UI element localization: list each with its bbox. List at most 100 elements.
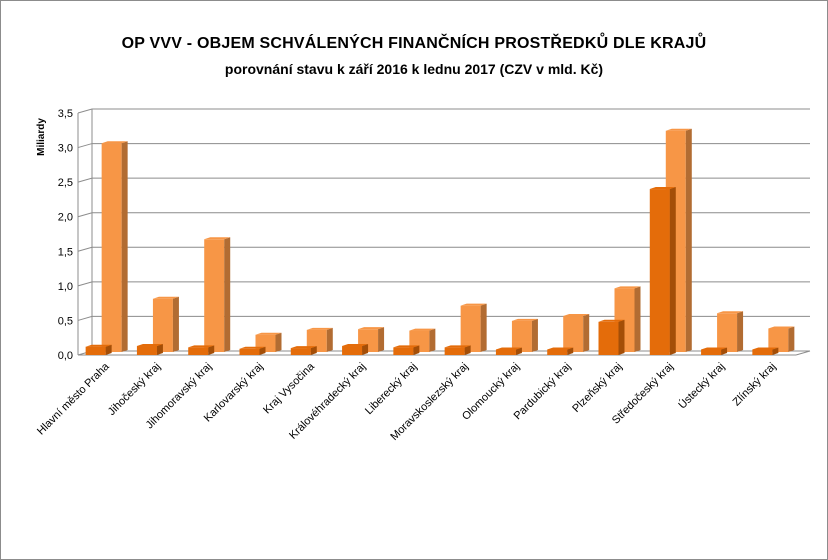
bar-top (342, 344, 369, 347)
bar-front (239, 348, 260, 355)
bar-side (737, 311, 744, 352)
bar-top (393, 345, 420, 348)
bar-front (188, 347, 209, 355)
bar-side (669, 187, 676, 355)
x-tick-label: Hlavní město Praha (35, 360, 112, 437)
bar-top (768, 326, 795, 329)
bar-top (614, 286, 641, 289)
bar-front (563, 316, 584, 352)
x-tick-label: Ústecký kraj (676, 360, 728, 412)
x-tick-label: Jihočeský kraj (106, 361, 163, 418)
gridline (77, 177, 810, 183)
bar-top (358, 327, 385, 330)
bar-top (717, 311, 744, 314)
x-tick-label: Liberecký kraj (363, 361, 419, 417)
bar-side (121, 141, 128, 352)
bar-top (101, 141, 128, 144)
y-tick-label: 3,5 (58, 108, 73, 120)
bar-side (464, 345, 471, 355)
bar-side (275, 332, 282, 352)
bar-top (188, 345, 215, 348)
bar-top (598, 319, 625, 322)
bar-top (85, 344, 112, 347)
bar-front (444, 347, 465, 355)
bar-side (362, 344, 369, 355)
gridline (77, 315, 810, 321)
bar-side (634, 286, 641, 352)
chart-title: OP VVV - OBJEM SCHVÁLENÝCH FINANČNÍCH PR… (121, 35, 707, 52)
bar-front (101, 143, 122, 352)
bar-front (204, 239, 225, 352)
bar-front (152, 298, 173, 352)
x-tick-label: Zlínský kraj (731, 361, 779, 409)
bar-top (409, 328, 436, 331)
bar-front (752, 349, 773, 355)
bar-side (156, 344, 163, 355)
y-tick-label: 2,5 (58, 177, 73, 189)
bar-front (136, 346, 157, 355)
bar-side (618, 319, 625, 355)
bar-side (515, 347, 522, 355)
bar-front (511, 320, 532, 352)
bar-side (208, 345, 215, 355)
bar-side (567, 347, 574, 355)
bar-front (85, 346, 106, 355)
bar-front (717, 313, 738, 352)
bar-side (259, 346, 266, 355)
bar-top (701, 347, 728, 350)
bar-top (547, 347, 574, 350)
bar-top (152, 296, 179, 299)
bar-top (495, 347, 522, 350)
y-tick-label: 1,5 (58, 246, 73, 258)
bar-front (460, 305, 481, 352)
bar-top (290, 346, 317, 349)
bar-side (772, 347, 779, 355)
gridline (77, 246, 810, 252)
x-tick-label: Kraj Vysočina (261, 360, 317, 416)
bar-side (721, 347, 728, 355)
bar-top (444, 345, 471, 348)
bar-top (665, 128, 692, 131)
bar-side (224, 237, 231, 352)
bar-top (460, 303, 487, 306)
y-axis-label: Miliardy (36, 118, 47, 156)
bar-side (413, 345, 420, 355)
y-tick-label: 2,0 (58, 212, 73, 224)
axis-layer (77, 109, 811, 356)
bar-top (239, 346, 266, 349)
bar-layer (85, 128, 795, 355)
bar-front (290, 348, 311, 355)
gridline (77, 281, 810, 287)
bar-side (429, 328, 436, 352)
bar-front (598, 321, 619, 355)
bar-side (326, 327, 333, 352)
bar-front (342, 346, 363, 355)
bar-top (511, 318, 538, 321)
bar-top (136, 344, 163, 347)
bar-top (204, 237, 231, 240)
y-tick-label: 1,0 (58, 281, 73, 293)
bar-side (531, 318, 538, 352)
bar-front (768, 328, 789, 352)
bar-top (752, 347, 779, 350)
bar-top (563, 314, 590, 317)
gridline (77, 212, 810, 218)
y-tick-label: 3,0 (58, 143, 73, 155)
chart-subtitle: porovnání stavu k září 2016 k lednu 2017… (224, 61, 604, 77)
y-tick-label: 0,0 (58, 350, 73, 362)
bar-side (788, 326, 795, 352)
y-tick-label: 0,5 (58, 315, 73, 327)
bar-front (701, 349, 722, 355)
bar-top (255, 332, 282, 335)
bar-top (649, 187, 676, 190)
bar-front (547, 349, 568, 355)
grid-layer (77, 108, 810, 356)
bar-side (378, 327, 385, 352)
floor-right-edge (795, 350, 811, 356)
bar-side (310, 346, 317, 355)
gridline (77, 143, 810, 149)
bar-top (306, 327, 333, 330)
bar-side (172, 296, 179, 352)
gridline (77, 108, 810, 114)
